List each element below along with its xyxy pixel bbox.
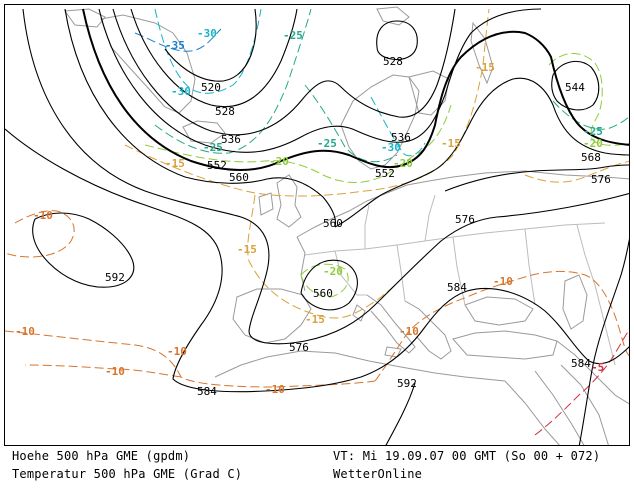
contour-536-west xyxy=(112,8,456,136)
isotherm-m15-east xyxy=(524,160,629,183)
isotherm-m30-east xyxy=(370,96,426,157)
temp-label: -20 xyxy=(393,157,413,170)
height-label: 584 xyxy=(447,281,467,294)
height-label: 520 xyxy=(201,81,221,94)
height-label: 584 xyxy=(571,357,591,370)
isotherm-m30-west xyxy=(154,8,262,94)
isotherm-m20 xyxy=(144,104,452,183)
height-label: 560 xyxy=(229,171,249,184)
temp-label: -20 xyxy=(583,137,603,150)
contour-544 xyxy=(551,60,600,111)
temp-label: -30 xyxy=(381,141,401,154)
temp-label: -35 xyxy=(165,39,185,52)
height-label: 552 xyxy=(207,159,227,172)
height-label: 584 xyxy=(197,385,217,398)
isotherm-m5 xyxy=(534,329,629,436)
contour-544-outer xyxy=(98,8,542,153)
temperature-labels: -35 -30 -30 -30 -25 -25 -25 -25 -20 -20 … xyxy=(15,27,604,396)
contour-552 xyxy=(82,8,629,171)
temp-label: -10 xyxy=(15,325,35,338)
height-contours xyxy=(5,8,629,445)
contour-568 xyxy=(444,164,629,192)
temp-label: -10 xyxy=(399,325,419,338)
contour-584 xyxy=(5,128,629,393)
temp-label: -15 xyxy=(441,137,461,150)
height-label: 560 xyxy=(313,287,333,300)
isotherm-m20-cutoff xyxy=(300,263,349,298)
height-label: 576 xyxy=(289,341,309,354)
temp-label: -20 xyxy=(269,155,289,168)
footer-valid-time: VT: Mi 19.09.07 00 GMT (So 00 + 072) xyxy=(333,449,601,463)
contour-560-east xyxy=(334,77,629,228)
height-label: 552 xyxy=(375,167,395,180)
contour-592-south xyxy=(385,382,416,445)
height-label: 576 xyxy=(455,213,475,226)
height-label: 536 xyxy=(391,131,411,144)
map-panel: 520 528 528 536 536 544 552 552 560 560 … xyxy=(4,4,630,446)
temp-label: -25 xyxy=(317,137,337,150)
isotherm-m15-north xyxy=(124,8,490,197)
isotherm-m35 xyxy=(134,28,222,52)
isotherm-m25-ne xyxy=(552,100,629,130)
coastlines xyxy=(64,6,629,445)
height-label: 536 xyxy=(221,133,241,146)
footer-temperature-caption: Temperatur 500 hPa GME (Grad C) xyxy=(12,467,243,481)
isotherm-m10-east xyxy=(374,270,629,382)
isotherm-m10-lower xyxy=(5,330,376,388)
height-label: 528 xyxy=(215,105,235,118)
height-label: 568 xyxy=(581,151,601,164)
height-labels: 520 528 528 536 536 544 552 552 560 560 … xyxy=(105,55,611,398)
isotherm-m25-west xyxy=(154,8,312,154)
weather-map: 520 528 528 536 536 544 552 552 560 560 … xyxy=(5,6,629,445)
temp-label: -10 xyxy=(167,345,187,358)
contour-528-ring xyxy=(376,20,418,61)
height-label: 544 xyxy=(565,81,585,94)
temp-label: -30 xyxy=(197,27,217,40)
isotherms xyxy=(5,8,629,436)
footer-source: WetterOnline xyxy=(333,467,423,481)
isotherm-m10-west xyxy=(5,210,75,258)
temp-label: -10 xyxy=(33,209,53,222)
height-label: 592 xyxy=(105,271,125,284)
temp-label: -30 xyxy=(171,85,191,98)
contour-592-high xyxy=(32,212,135,288)
height-label: 592 xyxy=(397,377,417,390)
height-label: 560 xyxy=(323,217,343,230)
height-label: 528 xyxy=(383,55,403,68)
temp-label: -25 xyxy=(583,125,603,138)
temp-label: -5 xyxy=(591,361,604,374)
isotherm-m25-east xyxy=(304,84,398,163)
temp-label: -15 xyxy=(475,61,495,74)
isotherm-m20-ring xyxy=(548,53,629,146)
footer-height-caption: Hoehe 500 hPa GME (gpdm) xyxy=(12,449,191,463)
height-label: 576 xyxy=(591,173,611,186)
contour-584-east xyxy=(578,238,629,445)
temp-label: -25 xyxy=(203,141,223,154)
temp-label: -10 xyxy=(105,365,125,378)
temp-label: -20 xyxy=(323,265,343,278)
contour-560-cutoff xyxy=(300,259,358,311)
contour-576-north xyxy=(22,8,629,345)
temp-label: -15 xyxy=(237,243,257,256)
contour-560-north xyxy=(64,8,337,228)
temp-label: -15 xyxy=(165,157,185,170)
isotherm-m15-south xyxy=(247,194,398,319)
temp-label: -10 xyxy=(493,275,513,288)
contour-528-west xyxy=(130,8,298,108)
temp-label: -15 xyxy=(305,313,325,326)
contour-520 xyxy=(164,8,257,82)
isotherm-m10-bend xyxy=(24,364,182,378)
temp-label: -25 xyxy=(283,29,303,42)
temp-label: -10 xyxy=(265,383,285,396)
